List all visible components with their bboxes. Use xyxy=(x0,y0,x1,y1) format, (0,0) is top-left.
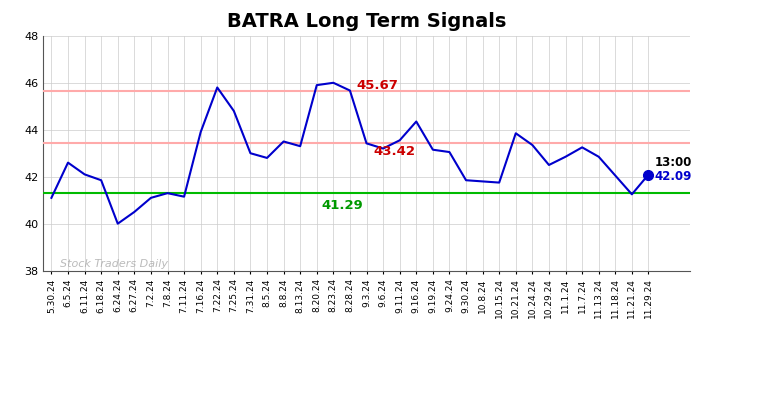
Title: BATRA Long Term Signals: BATRA Long Term Signals xyxy=(227,12,506,31)
Text: 13:00: 13:00 xyxy=(655,156,691,170)
Text: 41.29: 41.29 xyxy=(321,199,364,212)
Text: 45.67: 45.67 xyxy=(357,79,398,92)
Text: Stock Traders Daily: Stock Traders Daily xyxy=(60,259,168,269)
Text: 42.09: 42.09 xyxy=(655,170,691,183)
Text: 43.42: 43.42 xyxy=(373,145,416,158)
